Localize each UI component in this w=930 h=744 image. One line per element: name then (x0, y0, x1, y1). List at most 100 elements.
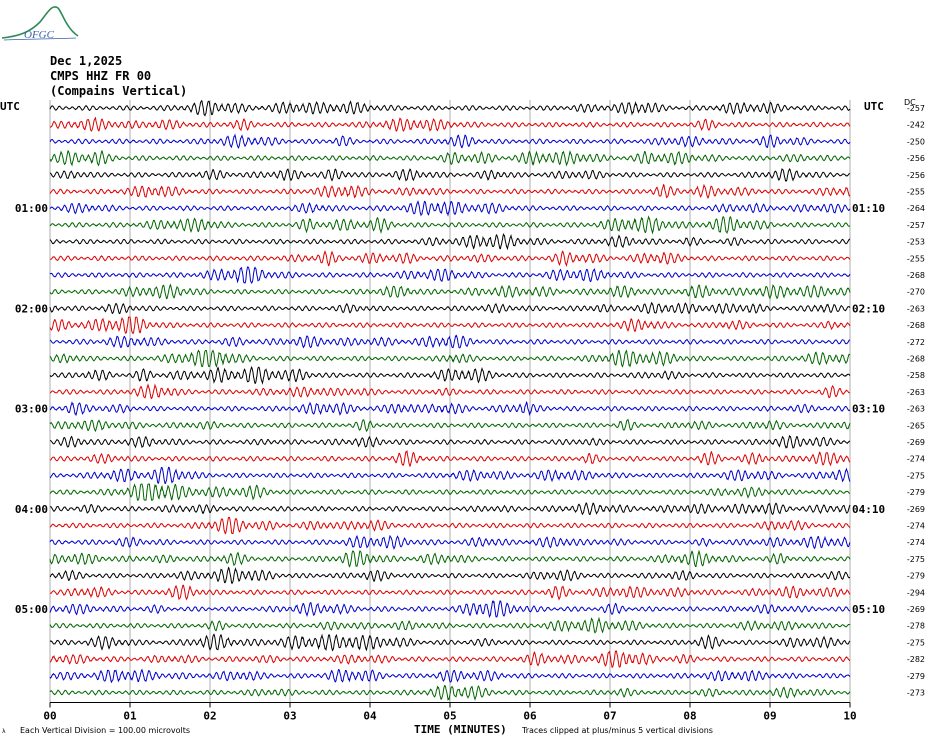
dc-offset-value: -274 (907, 455, 925, 464)
x-tick-label: 09 (763, 710, 776, 723)
left-time-label: 05:00 (15, 603, 48, 616)
x-tick-label: 10 (843, 710, 856, 723)
x-tick-label: 03 (283, 710, 296, 723)
footer-mark-icon: λ (2, 728, 6, 735)
dc-offset-value: -269 (907, 438, 925, 447)
seismic-trace (49, 483, 851, 501)
seismic-trace (50, 449, 851, 468)
x-tick-label: 01 (123, 710, 137, 723)
utc-left-label: UTC (0, 100, 20, 113)
left-time-label: 01:00 (15, 202, 48, 215)
seismic-trace (49, 366, 851, 385)
seismic-trace (49, 633, 851, 652)
dc-offset-value: -272 (907, 338, 925, 347)
dc-offset-value: -256 (907, 171, 925, 180)
traces (49, 99, 851, 702)
seismic-trace (49, 283, 851, 300)
dc-offset-value: -257 (907, 221, 925, 230)
seismic-trace (50, 434, 851, 449)
dc-offset-value: -270 (907, 288, 925, 297)
dc-offset-value: -273 (907, 689, 925, 698)
dc-offset-value: -264 (907, 204, 925, 213)
dc-offset-value: -263 (907, 405, 925, 414)
dc-offset-value: -274 (907, 522, 925, 531)
seismic-trace (49, 266, 851, 284)
x-tick-label: 04 (363, 710, 377, 723)
seismic-trace (49, 650, 851, 668)
seismic-trace (49, 616, 851, 634)
seismic-trace (49, 200, 851, 217)
seismic-trace (49, 334, 851, 349)
logo-text: OFGC (24, 29, 55, 41)
seismic-trace (49, 401, 851, 417)
seismic-trace (49, 183, 851, 199)
seismic-trace (49, 600, 850, 619)
grid (49, 100, 851, 708)
right-time-label: 03:10 (852, 403, 885, 416)
seismic-trace (49, 517, 851, 535)
dc-offset-value: -256 (907, 154, 925, 163)
dc-offset-value: -250 (907, 137, 925, 146)
dc-offset-value: -253 (907, 238, 925, 247)
seismic-trace (49, 167, 851, 182)
dc-offset-value: -268 (907, 321, 925, 330)
x-tick-label: 05 (443, 710, 456, 723)
seismic-trace (49, 685, 851, 702)
dc-offset-value: -268 (907, 355, 925, 364)
ofgc-logo: OFGC (1, 6, 79, 41)
location-label: (Compains Vertical) (50, 84, 188, 98)
date-label: Dec 1,2025 (50, 54, 123, 68)
seismic-trace (50, 383, 851, 400)
seismic-trace (50, 250, 851, 267)
seismic-trace (49, 302, 851, 315)
dc-offset-value: -279 (907, 488, 925, 497)
dc-offset-value: -275 (907, 638, 925, 647)
dc-offset-value: -268 (907, 271, 925, 280)
seismic-trace (49, 316, 851, 334)
seismic-trace (49, 566, 851, 585)
dc-offset-value: -294 (907, 588, 925, 597)
dc-offset-value: -258 (907, 371, 925, 380)
right-time-label: 01:10 (852, 202, 885, 215)
seismic-trace (49, 549, 851, 568)
seismic-trace (49, 534, 851, 550)
dc-offset-value: -255 (907, 254, 925, 263)
dc-offset-value: -265 (907, 421, 925, 430)
dc-offset-value: -257 (907, 104, 925, 113)
dc-offset-value: -279 (907, 572, 925, 581)
right-time-label: 05:10 (852, 603, 885, 616)
dc-offset-value: -269 (907, 505, 925, 514)
logo-underline (3, 37, 77, 41)
dc-offset-value: -282 (907, 655, 925, 664)
seismic-trace (49, 215, 851, 235)
x-tick-label: 06 (523, 710, 537, 723)
scale-note: Each Vertical Division = 100.00 microvol… (20, 726, 191, 735)
left-time-label: 04:00 (15, 503, 48, 516)
clip-note: Traces clipped at plus/minus 5 vertical … (522, 726, 713, 735)
dc-offset-value: -263 (907, 388, 925, 397)
right-time-label: 04:10 (852, 503, 885, 516)
left-time-label: 02:00 (15, 302, 48, 315)
seismic-trace (49, 349, 851, 368)
logo-mountain-curve (1, 6, 79, 39)
x-axis-title: TIME (MINUTES) (414, 723, 507, 736)
dc-offset-value: -269 (907, 605, 925, 614)
seismic-trace (49, 418, 851, 433)
x-tick-label: 08 (683, 710, 696, 723)
dc-offset-value: -263 (907, 304, 925, 313)
seismic-trace (49, 502, 851, 516)
seismic-trace (49, 584, 851, 601)
seismic-trace (49, 668, 851, 684)
seismic-trace (49, 232, 851, 251)
seismic-trace (49, 149, 851, 167)
dc-offset-value: -279 (907, 672, 925, 681)
dc-offset-value: -242 (907, 121, 925, 130)
left-time-label: 03:00 (15, 403, 48, 416)
utc-right-label: UTC (864, 100, 884, 113)
x-tick-label: 07 (603, 710, 616, 723)
right-time-label: 02:10 (852, 302, 885, 315)
seismic-trace (50, 116, 851, 132)
seismic-trace (49, 466, 851, 484)
dc-offset-value: -275 (907, 471, 925, 480)
